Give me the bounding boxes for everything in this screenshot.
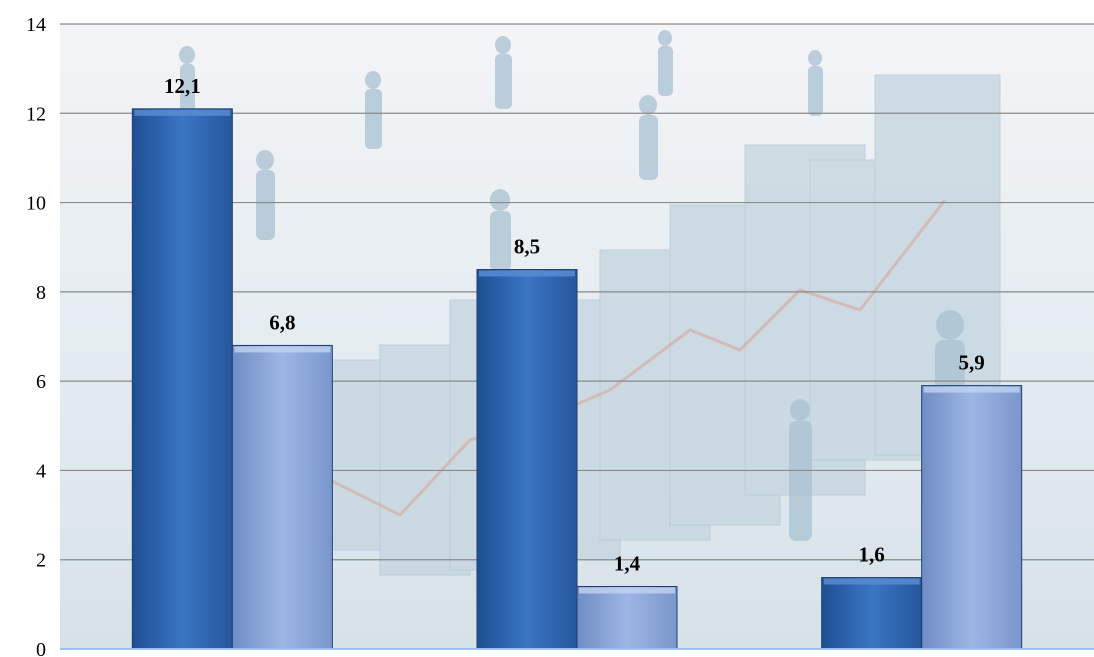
y-axis-ticks: 0 2 4 6 8 10 12 14 [26, 14, 46, 657]
bar-highlight [479, 270, 575, 277]
data-label: 1,4 [614, 552, 641, 576]
data-label: 8,5 [514, 235, 540, 259]
y-tick-label: 10 [26, 193, 46, 215]
data-labels: 12,1 6,8 8,5 1,4 1,6 5,9 [164, 74, 985, 576]
y-tick-label: 14 [26, 14, 46, 36]
bar-series1-group2 [476, 269, 578, 650]
y-tick-label: 12 [26, 103, 46, 125]
bars [131, 108, 1023, 650]
data-label: 5,9 [959, 351, 985, 375]
bar-highlight [579, 587, 675, 594]
decorative-figures [179, 30, 965, 541]
bar-series2-group2 [576, 586, 678, 650]
y-tick-label: 0 [36, 639, 46, 657]
data-label: 1,6 [859, 543, 885, 567]
bar-highlight [823, 578, 920, 585]
y-tick-label: 2 [36, 550, 46, 572]
decorative-trend-line [329, 199, 947, 517]
y-tick-label: 8 [36, 282, 46, 304]
bar-series2-group3 [921, 385, 1023, 650]
y-tick-label: 4 [36, 460, 46, 482]
bar-series1-group3 [821, 577, 923, 650]
bar-highlight [234, 346, 331, 353]
y-tick-label: 6 [36, 371, 46, 393]
bar-highlight [134, 109, 231, 116]
bar-series2-group1 [231, 344, 333, 650]
data-label: 6,8 [269, 310, 295, 334]
bar-highlight [923, 386, 1020, 393]
bar-series1-group1 [131, 108, 233, 650]
data-label: 12,1 [164, 74, 201, 98]
